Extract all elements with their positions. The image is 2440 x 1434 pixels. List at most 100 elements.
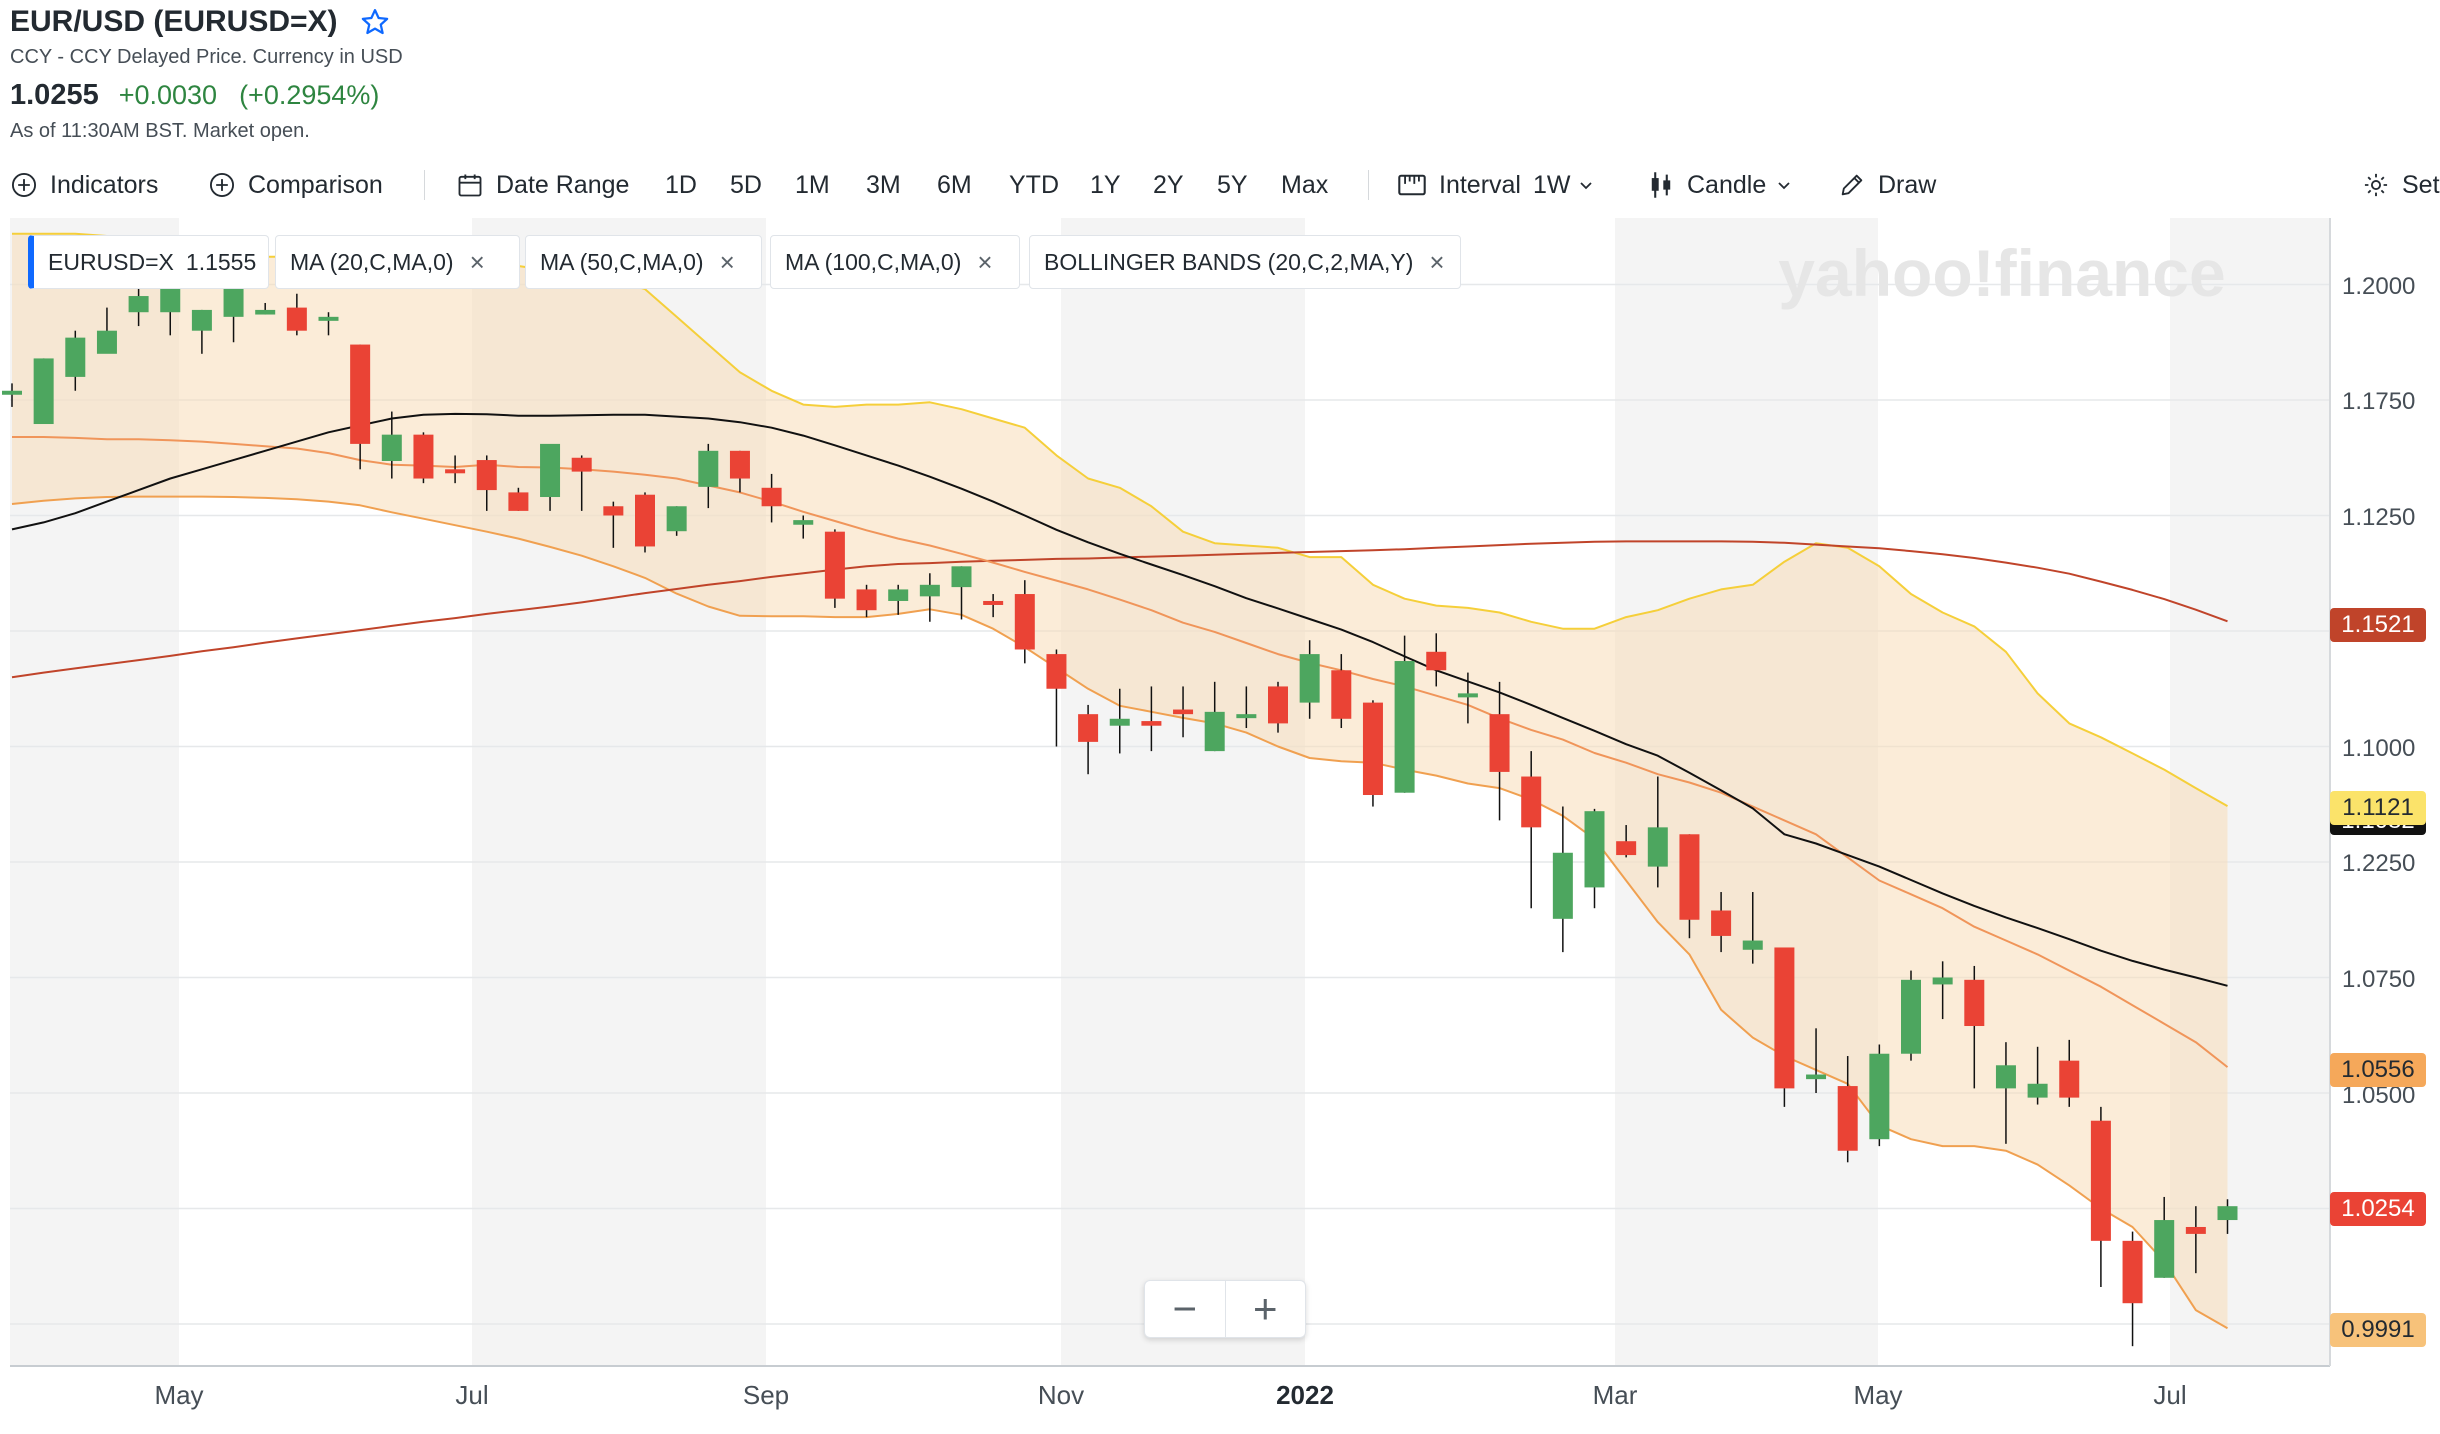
candle-body (1331, 670, 1352, 719)
quote-subtitle: CCY - CCY Delayed Price. Currency in USD (10, 46, 403, 68)
candle (508, 487, 529, 511)
candle (191, 309, 212, 354)
candle-body (1426, 651, 1447, 671)
watchlist-star-icon[interactable] (360, 7, 390, 37)
candle-body (1521, 776, 1542, 828)
range-1m[interactable]: 1M (795, 170, 830, 199)
candle-body (2090, 1120, 2111, 1241)
comparison-button[interactable]: Comparison (208, 168, 383, 202)
candle-body (1932, 977, 1953, 985)
candle (1584, 808, 1605, 909)
zoom-out-button[interactable]: − (1145, 1281, 1226, 1337)
range-1d[interactable]: 1D (665, 170, 697, 199)
y-tick-label: 1.2000 (2342, 273, 2416, 300)
candle-body (2027, 1083, 2048, 1098)
candle-body (65, 337, 86, 377)
candle-body (96, 330, 117, 354)
candle-body (983, 600, 1004, 605)
candle (2154, 1196, 2175, 1278)
candle-body (160, 284, 181, 313)
candle (2185, 1206, 2206, 1274)
candle (1362, 700, 1383, 807)
chevron-down-icon (1778, 182, 1790, 190)
legend-symbol[interactable]: EURUSD=X 1.1555 (28, 235, 269, 289)
price-chart[interactable]: yahoo!finance (0, 216, 2440, 1434)
x-tick-label-year: 2022 (1276, 1380, 1334, 1410)
close-icon[interactable]: × (469, 246, 485, 277)
close-icon[interactable]: × (719, 246, 735, 277)
ma100-line (11, 540, 2228, 679)
candle (1141, 686, 1162, 752)
settings-button[interactable]: Set (2362, 168, 2440, 202)
candle-body (1616, 841, 1637, 856)
market-status: As of 11:30AM BST. Market open. (10, 120, 310, 142)
candle-body (1268, 686, 1288, 724)
toolbar-divider (1368, 170, 1369, 200)
range-5y[interactable]: 5Y (1217, 170, 1248, 199)
plus-circle-icon (11, 172, 37, 198)
candle (1394, 635, 1415, 793)
candle-body (1299, 654, 1320, 703)
range-5d[interactable]: 5D (730, 170, 762, 199)
range-max[interactable]: Max (1281, 170, 1329, 199)
candle (1616, 825, 1637, 858)
zoom-in-button[interactable]: + (1252, 1285, 1278, 1332)
interval-button[interactable]: Interval 1W (1397, 168, 1594, 202)
indicators-button[interactable]: Indicators (10, 168, 158, 202)
candle-body (1995, 1065, 2016, 1089)
ma50-line (12, 436, 2229, 1068)
legend-bollinger[interactable]: BOLLINGER BANDS (20,C,2,MA,Y) × (1029, 235, 1461, 289)
candle-body (445, 469, 466, 474)
candle (824, 529, 845, 608)
date-range-button[interactable]: Date Range (456, 168, 629, 202)
range-3m[interactable]: 3M (866, 170, 901, 199)
candle (1173, 686, 1194, 738)
legend-ma50[interactable]: MA (50,C,MA,0) × (525, 235, 762, 289)
range-ytd[interactable]: YTD (1009, 170, 1059, 199)
candle (1521, 751, 1542, 909)
candle-body (1109, 718, 1130, 726)
candle-body (255, 309, 276, 315)
candle (1869, 1044, 1890, 1147)
close-icon[interactable]: × (1429, 246, 1445, 277)
legend-ma20[interactable]: MA (20,C,MA,0) × (275, 235, 520, 289)
candle (1426, 633, 1447, 687)
candle-body (33, 358, 54, 425)
x-tick-label: Sep (742, 1380, 790, 1410)
legend-ma100[interactable]: MA (100,C,MA,0) × (770, 235, 1020, 289)
range-6m[interactable]: 6M (937, 170, 972, 199)
candle-body (2217, 1206, 2238, 1221)
candle-body (1711, 910, 1732, 936)
y-tick-label: 1.0750 (2342, 966, 2416, 993)
candle (65, 330, 86, 391)
candle-body (1869, 1053, 1890, 1140)
y-tick-label: 1.1750 (2342, 388, 2416, 415)
x-tick-label: Nov (1037, 1380, 1085, 1410)
legend-ma20-label: MA (20,C,MA,0) (290, 248, 454, 275)
candle-body (824, 531, 845, 599)
candle (1046, 649, 1067, 747)
ma100-price-tag: 1.1521 (2330, 608, 2426, 642)
chart-type-button[interactable]: Candle (1647, 168, 1792, 202)
candle-body (1552, 852, 1573, 919)
candle-body (1964, 979, 1985, 1027)
candle-body (761, 487, 782, 507)
candle-body (1014, 594, 1035, 650)
x-tick-label: Jul (2153, 1380, 2187, 1410)
range-2y[interactable]: 2Y (1153, 170, 1184, 199)
candle-body (2122, 1240, 2143, 1304)
calendar-icon (458, 174, 482, 197)
close-icon[interactable]: × (977, 246, 993, 277)
candle-body (1046, 654, 1067, 689)
yahoo-finance-watermark: yahoo!finance (1778, 236, 2225, 310)
candle (1647, 776, 1668, 888)
candle (2, 383, 22, 407)
draw-button[interactable]: Draw (1838, 168, 1936, 202)
candle (2217, 1199, 2238, 1234)
candle-body (793, 520, 814, 525)
range-1y[interactable]: 1Y (1090, 170, 1121, 199)
candle-body (571, 457, 592, 472)
candle (413, 432, 434, 484)
interval-ruler-icon (1398, 174, 1426, 196)
interval-label: Interval (1439, 170, 1521, 199)
